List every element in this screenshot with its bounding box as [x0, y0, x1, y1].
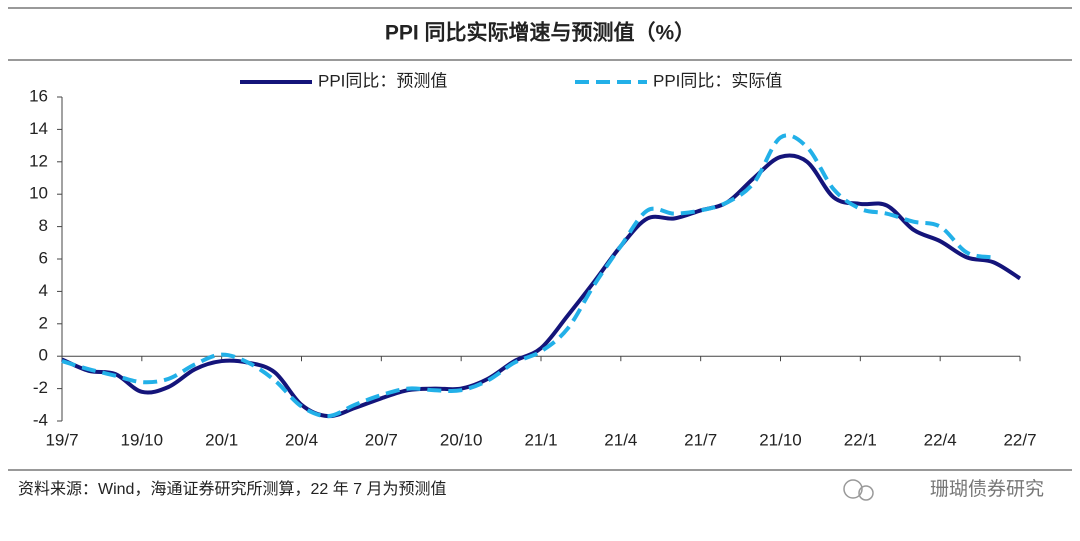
watermark-icon: [858, 485, 874, 501]
y-tick-label: 14: [29, 119, 48, 138]
x-tick-label: 21/10: [759, 430, 802, 449]
x-tick-label: 21/4: [604, 430, 637, 449]
watermark: 珊瑚债券研究: [930, 478, 1044, 500]
y-tick-label: 2: [39, 313, 48, 332]
x-tick-label: 22/4: [924, 430, 957, 449]
y-tick-label: 6: [39, 248, 48, 267]
series-line: [61, 133, 994, 419]
x-tick-label: 21/7: [684, 430, 717, 449]
series-line: [61, 153, 1022, 419]
legend-label: PPI同比：实际值: [653, 71, 782, 90]
y-tick-label: 10: [29, 184, 48, 203]
x-tick-label: 20/4: [285, 430, 318, 449]
x-tick-label: 22/1: [844, 430, 877, 449]
y-tick-label: 8: [39, 216, 48, 235]
x-tick-label: 20/10: [440, 430, 483, 449]
x-tick-label: 22/7: [1003, 430, 1036, 449]
y-tick-label: 0: [39, 346, 48, 365]
x-tick-label: 20/7: [365, 430, 398, 449]
y-tick-label: 4: [39, 281, 48, 300]
y-tick-label: 12: [29, 151, 48, 170]
y-tick-label: 16: [29, 86, 48, 105]
x-tick-label: 20/1: [205, 430, 238, 449]
x-tick-label: 21/1: [524, 430, 557, 449]
x-tick-label: 19/7: [45, 430, 78, 449]
y-tick-label: -4: [33, 410, 48, 429]
chart-title: PPI 同比实际增速与预测值（%）: [385, 21, 695, 45]
y-tick-label: -2: [33, 378, 48, 397]
legend-label: PPI同比：预测值: [318, 71, 447, 90]
source-note: 资料来源：Wind，海通证券研究所测算，22 年 7 月为预测值: [18, 479, 447, 498]
x-tick-label: 19/10: [121, 430, 164, 449]
watermark-icon: [843, 479, 863, 499]
